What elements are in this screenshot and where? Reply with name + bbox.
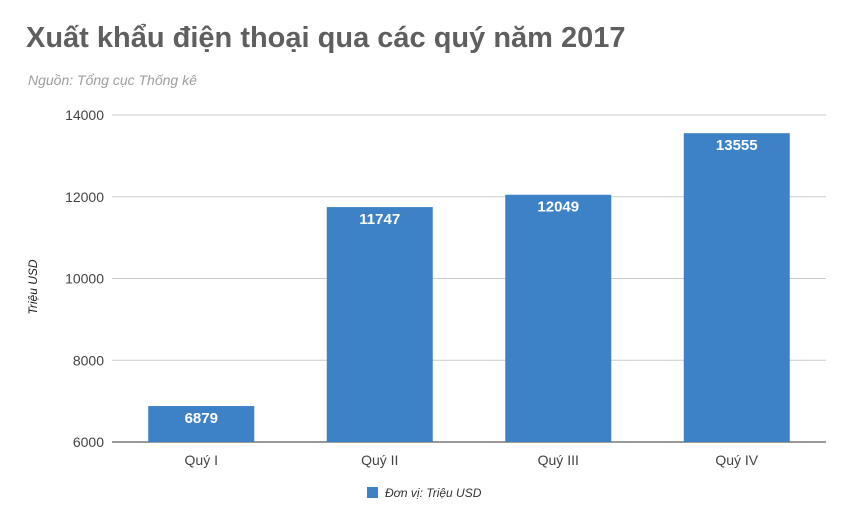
- x-tick-label: Quý I: [185, 452, 218, 468]
- chart-title: Xuất khẩu điện thoại qua các quý năm 201…: [26, 22, 626, 54]
- bar: [683, 133, 790, 442]
- bar-value-label: 13555: [716, 137, 758, 154]
- y-axis-title: Triệu USD: [26, 259, 40, 314]
- bar-value-label: 6879: [185, 410, 218, 427]
- bar: [326, 207, 433, 442]
- legend-swatch: [367, 487, 378, 498]
- y-tick-label: 12000: [65, 189, 104, 205]
- y-tick-label: 8000: [73, 352, 104, 368]
- legend: Đơn vị: Triệu USD: [367, 486, 482, 500]
- bar-value-label: 11747: [359, 211, 400, 228]
- bars: [148, 133, 790, 442]
- x-axis-ticks: Quý I Quý II Quý III Quý IV: [185, 452, 759, 468]
- bar: [148, 406, 255, 442]
- x-tick-label: Quý IV: [715, 452, 758, 468]
- x-tick-label: Quý II: [361, 452, 398, 468]
- legend-label: Đơn vị: Triệu USD: [385, 486, 482, 500]
- chart-subtitle: Nguồn: Tổng cục Thống kê: [28, 72, 197, 88]
- x-tick-label: Quý III: [538, 452, 579, 468]
- y-axis-ticks: 6000 8000 10000 12000 14000: [65, 107, 104, 450]
- bar-labels: 6879 11747 12049 13555: [185, 137, 758, 427]
- bar-value-label: 12049: [537, 199, 579, 216]
- y-tick-label: 10000: [65, 271, 104, 287]
- bar: [505, 194, 612, 442]
- y-tick-label: 6000: [73, 434, 104, 450]
- y-tick-label: 14000: [65, 107, 104, 123]
